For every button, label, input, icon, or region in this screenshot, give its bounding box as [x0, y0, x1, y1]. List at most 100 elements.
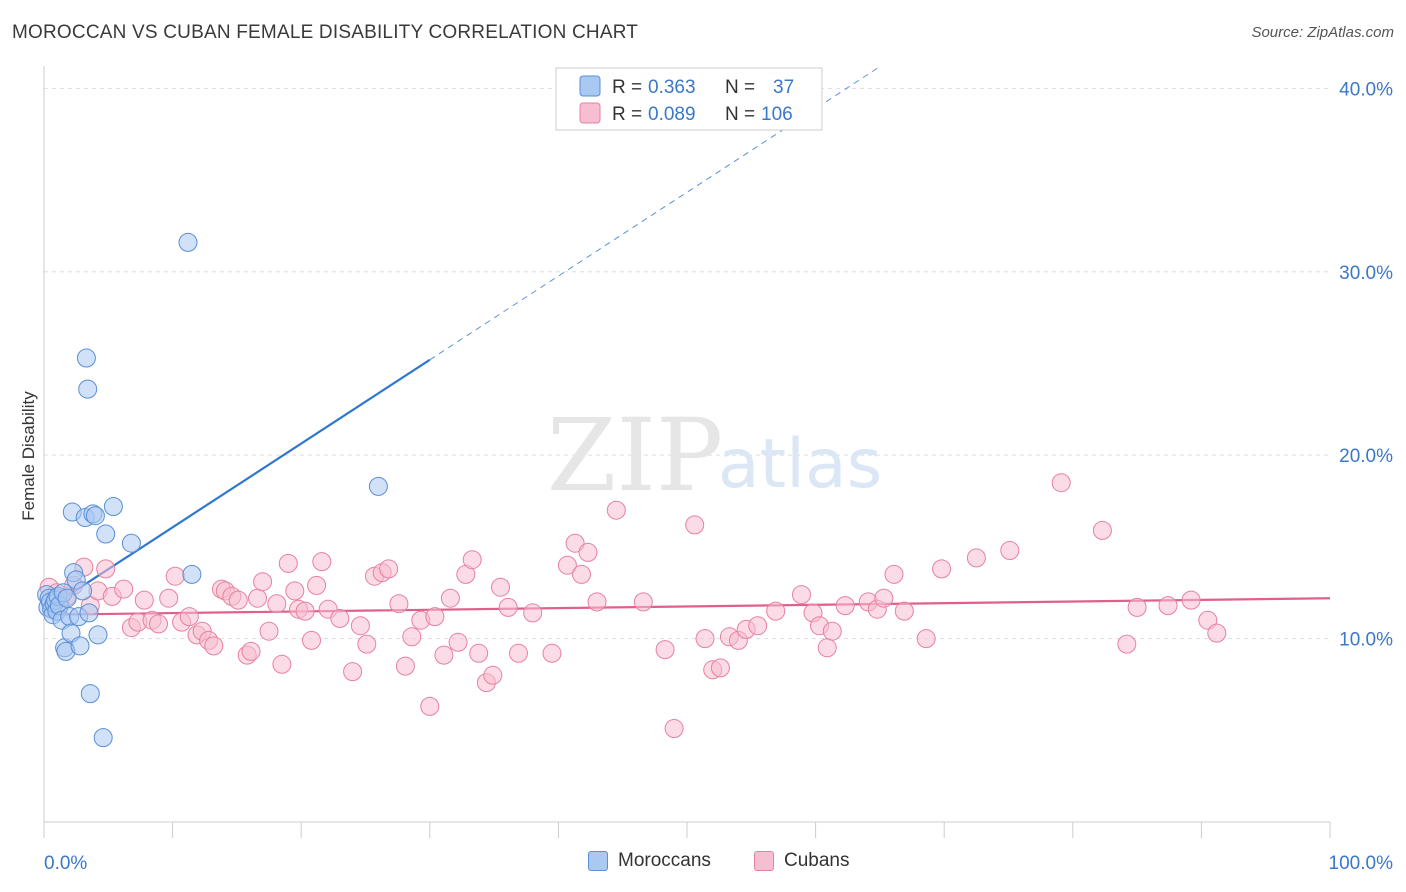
- point-moroccans-35: [121, 533, 141, 553]
- point-cubans-105: [1127, 597, 1147, 617]
- point-cubans-74: [606, 500, 626, 520]
- point-cubans-63: [483, 665, 503, 685]
- data-points: [37, 232, 1227, 748]
- legend-bottom-label-moroccans: Moroccans: [618, 850, 711, 871]
- legend-r-label-1: R =: [612, 77, 642, 98]
- legend-bottom-label-cubans: Cubans: [784, 850, 850, 871]
- point-cubans-72: [578, 542, 598, 562]
- trend-lines: [43, 66, 1331, 616]
- point-moroccans-32: [93, 728, 113, 748]
- legend-n-value-2: 106: [761, 104, 793, 125]
- legend-n-value-1: 37: [773, 77, 794, 98]
- point-moroccans-27: [79, 603, 99, 623]
- point-cubans-90: [817, 638, 837, 658]
- point-cubans-99: [932, 559, 952, 579]
- point-cubans-73: [587, 592, 607, 612]
- point-cubans-52: [402, 627, 422, 647]
- grid-lines: [44, 87, 1330, 640]
- point-cubans-65: [498, 597, 518, 617]
- x-tick-label-100: 100.0%: [1329, 853, 1394, 874]
- point-cubans-102: [1051, 473, 1071, 493]
- point-cubans-23: [204, 636, 224, 656]
- point-cubans-75: [633, 592, 653, 612]
- point-cubans-69: [557, 555, 577, 575]
- point-moroccans-33: [96, 524, 116, 544]
- point-cubans-16: [159, 588, 179, 608]
- trend-line-cubans: [43, 597, 1331, 616]
- point-cubans-68: [542, 643, 562, 663]
- legend-bottom-moroccans: Moroccans: [588, 850, 711, 872]
- point-cubans-41: [312, 552, 332, 572]
- point-moroccans-38: [368, 476, 388, 496]
- point-cubans-66: [509, 643, 528, 663]
- point-cubans-104: [1117, 634, 1137, 654]
- point-cubans-39: [302, 630, 321, 650]
- point-cubans-70: [565, 533, 585, 553]
- point-cubans-54: [420, 696, 440, 716]
- point-cubans-78: [685, 515, 705, 535]
- point-cubans-60: [462, 550, 482, 570]
- legend-n-label-2: N =: [725, 104, 755, 125]
- point-cubans-67: [523, 603, 543, 623]
- point-cubans-81: [710, 658, 730, 678]
- legend-bottom: Moroccans Cubans: [0, 850, 1406, 880]
- point-cubans-17: [165, 566, 185, 586]
- point-cubans-33: [267, 594, 287, 614]
- point-cubans-86: [766, 601, 786, 621]
- point-cubans-95: [874, 588, 894, 608]
- legend-r-value-2: 0.089: [648, 104, 696, 125]
- point-cubans-64: [491, 577, 510, 597]
- point-moroccans-15: [57, 588, 77, 608]
- legend-top: R = 0.363 N = 37 R = 0.089 N = 106: [555, 67, 823, 131]
- point-cubans-106: [1158, 596, 1178, 616]
- point-cubans-35: [278, 553, 298, 573]
- watermark-zip: ZIP: [547, 397, 723, 514]
- legend-bottom-swatch-moroccans: [588, 851, 608, 871]
- point-cubans-46: [357, 634, 377, 654]
- y-tick-label-10: 10.0%: [1339, 630, 1393, 651]
- point-cubans-27: [228, 590, 248, 610]
- point-cubans-79: [695, 629, 715, 649]
- point-cubans-13: [134, 590, 154, 610]
- watermark-atlas: atlas: [718, 425, 882, 504]
- point-cubans-77: [664, 719, 684, 738]
- point-cubans-19: [179, 607, 199, 627]
- point-moroccans-34: [103, 497, 123, 516]
- legend-bottom-swatch-cubans: [754, 851, 774, 871]
- point-cubans-38: [295, 601, 315, 621]
- legend-r-value-1: 0.363: [648, 77, 696, 98]
- point-cubans-29: [241, 641, 261, 661]
- point-cubans-96: [884, 564, 904, 584]
- point-cubans-32: [259, 621, 279, 641]
- legend-bottom-cubans: Cubans: [754, 850, 850, 872]
- point-cubans-92: [835, 596, 855, 616]
- point-cubans-36: [285, 581, 305, 601]
- point-cubans-55: [425, 607, 445, 627]
- point-cubans-58: [448, 632, 468, 652]
- point-cubans-107: [1181, 590, 1201, 610]
- y-tick-label-30: 30.0%: [1339, 263, 1393, 284]
- point-cubans-34: [272, 654, 292, 674]
- point-cubans-40: [307, 575, 327, 595]
- legend-r-label-2: R =: [612, 104, 642, 125]
- point-cubans-51: [395, 656, 415, 676]
- trend-line-moroccans-extension: [429, 66, 881, 361]
- point-cubans-109: [1207, 623, 1227, 643]
- point-cubans-15: [149, 614, 168, 634]
- point-moroccans-22: [70, 636, 90, 656]
- point-moroccans-26: [78, 379, 98, 399]
- point-cubans-108: [1198, 610, 1218, 630]
- x-tick-label-0: 0.0%: [44, 853, 87, 874]
- legend-swatch-cubans: [579, 102, 601, 124]
- point-cubans-103: [1092, 520, 1112, 540]
- point-moroccans-28: [80, 684, 100, 704]
- y-axis-label: Female Disability: [19, 391, 38, 521]
- watermark: ZIP atlas: [547, 397, 882, 514]
- point-cubans-61: [469, 643, 489, 663]
- point-cubans-8: [96, 559, 116, 579]
- point-cubans-45: [350, 616, 370, 636]
- point-cubans-10: [114, 579, 134, 599]
- point-cubans-31: [253, 572, 273, 592]
- point-cubans-49: [379, 559, 399, 579]
